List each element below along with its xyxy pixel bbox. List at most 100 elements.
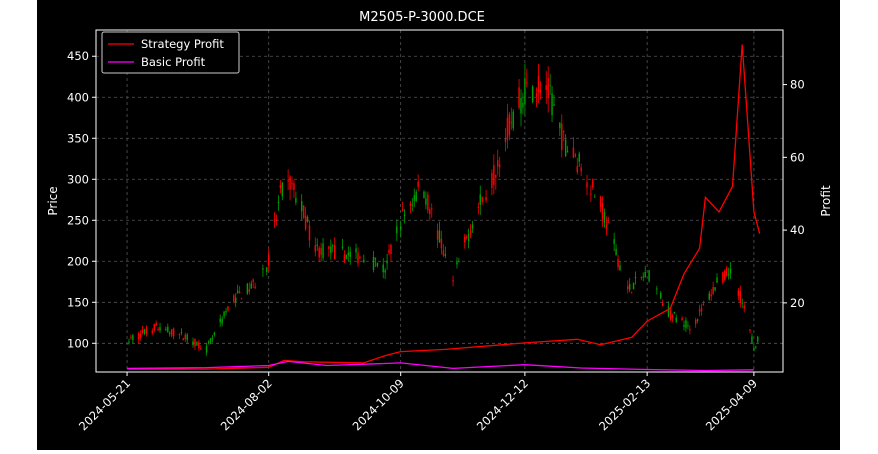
candle-body xyxy=(561,123,563,150)
candle-body xyxy=(545,85,547,91)
candle-body xyxy=(396,226,398,234)
candle-body xyxy=(151,330,154,333)
candle-body xyxy=(714,287,716,291)
candle-body xyxy=(330,246,332,254)
candle-body xyxy=(669,310,672,320)
candle-body xyxy=(495,174,497,178)
candle-body xyxy=(207,341,210,344)
candle-body xyxy=(184,334,186,340)
candle-body xyxy=(314,245,317,252)
candle-body xyxy=(632,282,635,290)
candle-body xyxy=(694,320,697,324)
candle-body xyxy=(722,272,724,283)
candle-body xyxy=(130,336,132,338)
candle-body xyxy=(388,249,390,253)
candle-body xyxy=(308,225,311,241)
candle-body xyxy=(186,334,188,341)
candle-body xyxy=(205,346,208,353)
candle-body xyxy=(708,293,710,300)
candle-body xyxy=(580,167,582,172)
candle-body xyxy=(386,260,388,264)
candle-body xyxy=(458,261,460,263)
candle-body xyxy=(477,207,480,209)
candle-body xyxy=(291,182,293,185)
candle-body xyxy=(440,238,443,249)
candle-body xyxy=(355,248,357,253)
candle-body xyxy=(196,342,198,346)
candle-body xyxy=(238,291,241,294)
y-axis-left: 100 150 200 250 300 350 400 450 xyxy=(67,49,96,350)
candle-body xyxy=(739,291,742,303)
y-tick-label: 450 xyxy=(67,49,89,63)
x-tick-label: 2025-04-09 xyxy=(703,376,760,433)
candle-body xyxy=(413,195,415,201)
y2-tick-label: 40 xyxy=(790,223,805,237)
candle-body xyxy=(671,315,674,318)
y2-tick-label: 80 xyxy=(790,78,805,92)
candle-body xyxy=(320,248,322,255)
basic-profit-line xyxy=(127,360,754,372)
candle-body xyxy=(594,196,596,198)
candle-body xyxy=(504,138,507,143)
candle-body xyxy=(328,246,330,249)
x-tick-label: 2024-08-02 xyxy=(218,376,275,433)
chart-svg: 2024-05-21 2024-08-02 2024-10-09 2024-12-12… xyxy=(46,10,833,433)
candle-body xyxy=(442,250,445,256)
candle-body xyxy=(716,277,718,283)
candle-body xyxy=(512,111,514,129)
candle-body xyxy=(221,318,223,324)
candle-body xyxy=(485,197,487,201)
candle-body xyxy=(182,338,185,341)
candle-body xyxy=(444,254,447,256)
x-axis: 2024-05-21 2024-08-02 2024-10-09 2024-12-12… xyxy=(76,372,760,433)
candle-body xyxy=(522,102,524,108)
candle-body xyxy=(213,332,216,336)
candle-body xyxy=(277,201,280,204)
legend-strategy-label: Strategy Profit xyxy=(141,37,224,51)
candle-body xyxy=(145,327,148,334)
candle-body xyxy=(225,310,227,313)
candle-body xyxy=(661,303,664,306)
candle-body xyxy=(425,198,427,205)
candle-body xyxy=(431,208,433,210)
candle-body xyxy=(743,305,745,309)
candle-body xyxy=(194,339,196,347)
candle-body xyxy=(141,329,144,333)
candle-body xyxy=(510,121,513,124)
candle-body xyxy=(233,295,235,302)
candle-body xyxy=(172,328,175,337)
candle-body xyxy=(332,245,334,247)
candle-body xyxy=(644,271,646,278)
candle-body xyxy=(574,154,577,157)
candle-body xyxy=(634,277,637,279)
candle-body xyxy=(520,97,522,114)
candle-body xyxy=(359,256,361,259)
candle-body xyxy=(293,183,295,191)
candle-body xyxy=(223,311,225,317)
candle-body xyxy=(267,254,270,266)
candle-body xyxy=(698,309,701,312)
candle-body xyxy=(456,262,458,265)
y2-tick-label: 20 xyxy=(790,296,805,310)
candle-body xyxy=(757,336,759,342)
x-tick-label: 2024-12-12 xyxy=(474,376,531,433)
candle-body xyxy=(549,84,551,87)
chart-title: M2505-P-3000.DCE xyxy=(359,10,485,25)
candle-body xyxy=(343,254,346,262)
candle-body xyxy=(537,76,540,92)
candle-body xyxy=(248,288,251,292)
candle-body xyxy=(592,179,594,188)
candle-body xyxy=(603,212,606,224)
candle-body xyxy=(275,219,278,221)
candle-body xyxy=(725,267,728,277)
candle-body xyxy=(539,89,542,94)
candle-body xyxy=(409,203,412,206)
candle-body xyxy=(562,131,565,133)
candle-body xyxy=(566,151,569,153)
candle-body xyxy=(273,219,276,222)
candle-body xyxy=(737,290,740,296)
candle-body xyxy=(295,197,297,203)
candle-body xyxy=(683,325,685,327)
candle-body xyxy=(198,342,200,349)
candle-body xyxy=(685,320,687,328)
